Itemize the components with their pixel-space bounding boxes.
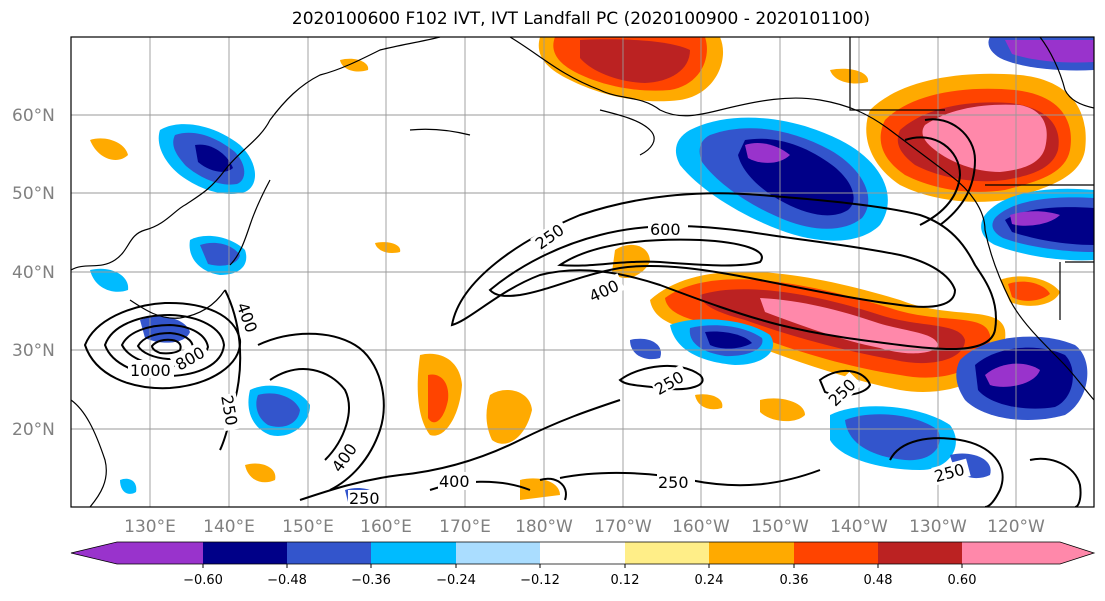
colorbar-swatches xyxy=(71,542,1094,564)
colorbar-swatch xyxy=(709,542,794,564)
colorbar-swatch xyxy=(456,542,540,564)
lon-label: 120°W xyxy=(987,517,1045,537)
lon-label: 170°E xyxy=(439,517,491,537)
colorbar-tick-label: −0.60 xyxy=(183,573,223,588)
lon-label: 160°E xyxy=(360,517,412,537)
lon-label: 180°W xyxy=(515,517,573,537)
colorbar-swatch xyxy=(203,542,287,564)
colorbar-tick-label: 0.12 xyxy=(611,573,640,588)
latitude-labels: 60°N 50°N 40°N 30°N 20°N xyxy=(12,106,55,440)
longitude-labels: 130°E 140°E 150°E 160°E 170°E 180°W 170°… xyxy=(124,517,1045,537)
lon-label: 150°E xyxy=(282,517,334,537)
colorbar-tick-label: −0.12 xyxy=(520,573,560,588)
lon-label: 130°E xyxy=(124,517,176,537)
contour-label: 400 xyxy=(439,472,470,491)
colorbar-swatch xyxy=(625,542,709,564)
contour-labels: 250 600 400 1000 800 400 250 400 250 400… xyxy=(128,218,971,508)
colorbar-swatch xyxy=(962,542,1094,564)
lat-label: 30°N xyxy=(12,341,55,361)
lat-label: 50°N xyxy=(12,184,55,204)
ivt-contours xyxy=(83,118,1082,507)
lon-label: 140°E xyxy=(203,517,255,537)
lon-label: 170°W xyxy=(594,517,652,537)
map-panel: 250 600 400 1000 800 400 250 400 250 400… xyxy=(71,37,1094,508)
contour-label: 600 xyxy=(650,220,681,239)
lon-label: 140°W xyxy=(830,517,888,537)
lon-label: 150°W xyxy=(751,517,809,537)
contour-label: 1000 xyxy=(130,361,171,380)
contour-250-east xyxy=(450,192,997,351)
colorbar-tick-label: 0.36 xyxy=(780,573,809,588)
contour-600-east xyxy=(557,238,763,267)
lat-label: 40°N xyxy=(12,263,55,283)
colorbar-swatch xyxy=(540,542,625,564)
colorbar: −0.60 −0.48 −0.36 −0.24 −0.12 0.12 0.24 … xyxy=(70,541,1096,588)
colorbar-swatch xyxy=(794,542,878,564)
colorbar-swatch xyxy=(287,542,371,564)
colorbar-ticks: −0.60 −0.48 −0.36 −0.24 −0.12 0.12 0.24 … xyxy=(183,564,976,588)
colorbar-swatch xyxy=(878,542,962,564)
colorbar-tick-label: −0.36 xyxy=(351,573,391,588)
colorbar-tick-label: −0.48 xyxy=(267,573,307,588)
contour-label: 250 xyxy=(658,473,689,492)
colorbar-swatch xyxy=(71,542,203,564)
lat-label: 20°N xyxy=(12,420,55,440)
colorbar-tick-label: 0.60 xyxy=(948,573,977,588)
colorbar-tick-label: 0.24 xyxy=(695,573,724,588)
colorbar-swatch xyxy=(371,542,456,564)
map-title: 2020100600 F102 IVT, IVT Landfall PC (20… xyxy=(291,9,871,29)
colorbar-tick-label: −0.24 xyxy=(436,573,476,588)
lat-label: 60°N xyxy=(12,106,55,126)
lon-label: 160°W xyxy=(672,517,730,537)
lon-label: 130°W xyxy=(909,517,967,537)
contour-label: 250 xyxy=(349,489,380,508)
colorbar-outline xyxy=(70,541,1096,565)
coastlines xyxy=(71,37,1094,507)
map-frame xyxy=(70,36,1095,508)
colorbar-tick-label: 0.48 xyxy=(864,573,893,588)
